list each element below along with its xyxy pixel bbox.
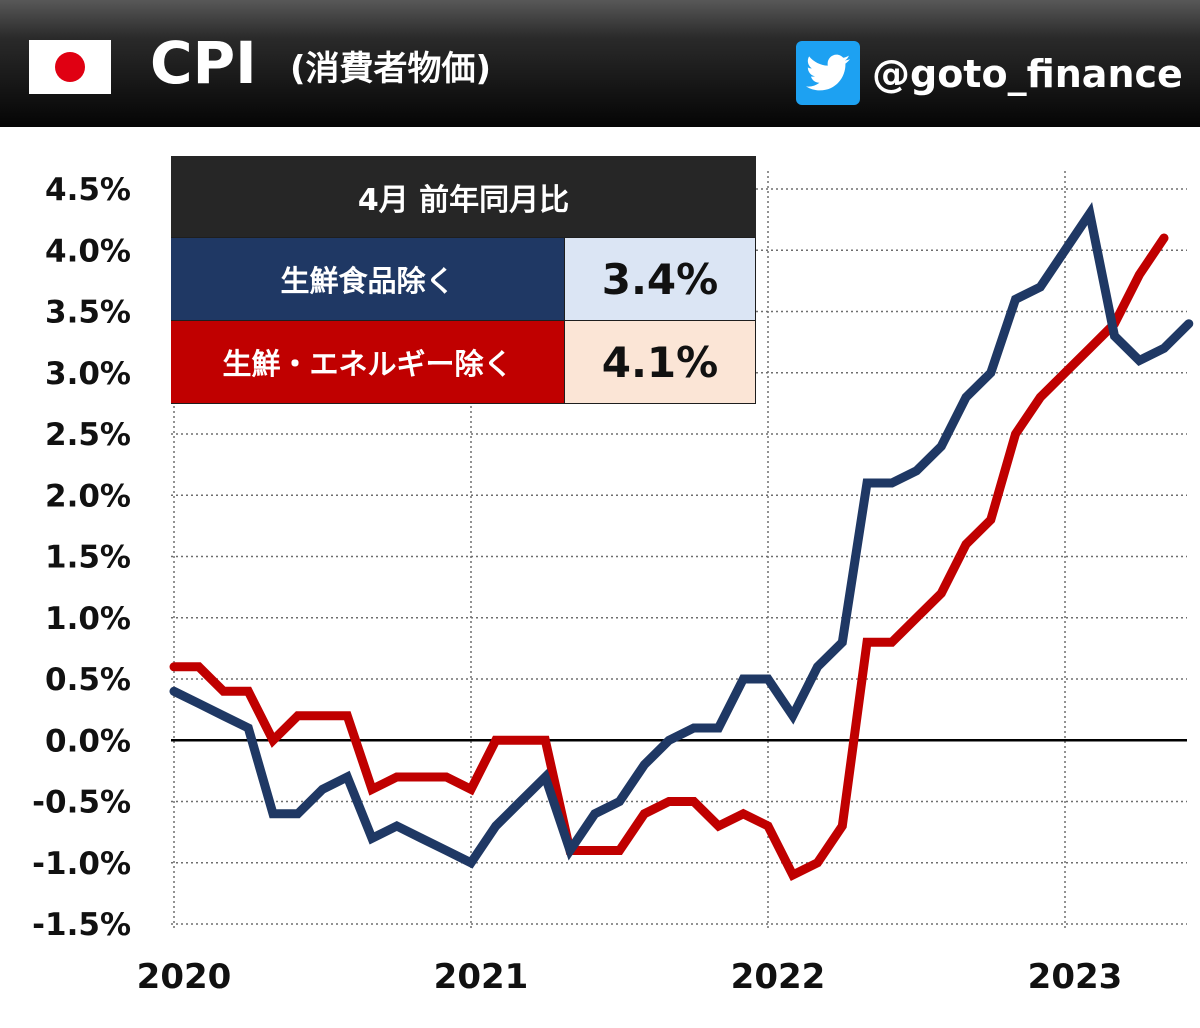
y-tick-label: 3.5%: [45, 295, 131, 331]
y-tick-label: -1.5%: [32, 907, 131, 943]
y-tick-label: 4.0%: [45, 233, 131, 269]
core-core-cpi-value: 4.1%: [564, 321, 756, 403]
twitter-handle: @goto_finance: [872, 52, 1183, 96]
page-subtitle: (消費者物価): [290, 49, 492, 89]
x-tick-label: 2020: [137, 957, 232, 997]
y-tick-label: -1.0%: [32, 846, 131, 882]
y-tick-label: 1.5%: [45, 540, 131, 576]
y-tick-label: 0.5%: [45, 662, 131, 698]
series-layer: [169, 202, 1194, 882]
info-table: 4月 前年同月比 生鮮食品除く 3.4% 生鮮・エネルギー除く 4.1%: [171, 156, 756, 404]
series-line-core: [169, 202, 1194, 869]
y-tick-label: 1.0%: [45, 601, 131, 637]
x-axis-ticks: 2020 2021 2022 2023: [137, 957, 1123, 997]
core-cpi-value: 3.4%: [564, 238, 756, 320]
info-row-core-core: 生鮮・エネルギー除く 4.1%: [171, 320, 756, 404]
core-cpi-label: 生鮮食品除く: [171, 238, 564, 320]
page-title: CPI: [150, 29, 257, 97]
y-tick-label: -0.5%: [32, 785, 131, 821]
series-line-core-core: [169, 233, 1169, 882]
y-tick-label: 0.0%: [45, 723, 131, 759]
japan-flag-icon: [29, 40, 111, 94]
twitter-icon: [796, 41, 860, 105]
info-table-heading: 4月 前年同月比: [171, 156, 756, 237]
header-bar: CPI (消費者物価) @goto_finance: [0, 0, 1200, 127]
x-tick-label: 2021: [434, 957, 529, 997]
y-tick-label: 4.5%: [45, 172, 131, 208]
y-tick-label: 2.0%: [45, 478, 131, 514]
info-row-core: 生鮮食品除く 3.4%: [171, 237, 756, 320]
y-tick-label: 3.0%: [45, 356, 131, 392]
flag-sun-disc: [55, 52, 85, 82]
y-axis-ticks: 4.5% 4.0% 3.5% 3.0% 2.5% 2.0% 1.5% 1.0% 0.5% 0.0%…: [32, 172, 131, 943]
core-core-cpi-label: 生鮮・エネルギー除く: [171, 321, 564, 403]
y-tick-label: 2.5%: [45, 417, 131, 453]
x-tick-label: 2023: [1028, 957, 1123, 997]
x-tick-label: 2022: [731, 957, 826, 997]
